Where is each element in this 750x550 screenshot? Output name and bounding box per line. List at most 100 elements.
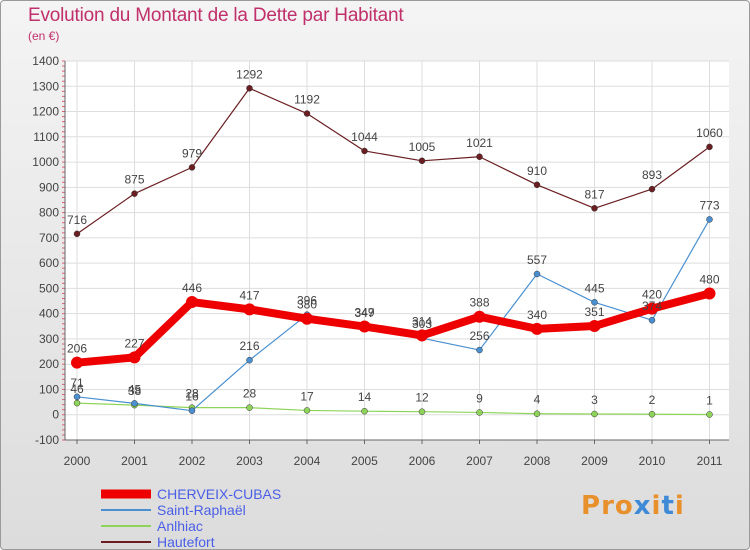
legend-label: Anlhiac [157,518,203,534]
logo-letter: x [633,491,652,521]
data-point-anlhiac [533,410,541,417]
data-label-saint-rapha-l: 374 [642,299,662,313]
plot-area [65,61,729,440]
data-label-hautefort: 875 [124,173,144,187]
logo-letter: i [674,491,685,521]
data-label-saint-rapha-l: 216 [239,339,259,353]
logo-letter: P [581,491,602,521]
data-label-hautefort: 817 [584,187,604,201]
legend-swatch [101,509,151,511]
data-label-anlhiac: 28 [185,387,199,401]
x-tick-label: 2007 [466,454,493,468]
data-label-cherveix-cubas: 380 [297,298,317,312]
x-tick-label: 2001 [121,454,148,468]
data-point-saint-rapha-l [648,316,656,324]
data-point-saint-rapha-l [476,346,483,354]
data-label-cherveix-cubas: 340 [527,308,547,322]
legend-label: CHERVEIX-CUBAS [157,486,282,502]
y-tick-label: 700 [39,231,59,245]
data-point-saint-rapha-l [246,356,253,364]
data-label-anlhiac: 12 [415,391,429,405]
x-tick-label: 2002 [179,454,206,468]
y-tick-label: 1200 [32,105,59,119]
data-label-saint-rapha-l: 71 [70,376,84,390]
data-label-saint-rapha-l: 45 [128,382,142,396]
data-point-saint-rapha-l [73,393,81,401]
data-point-hautefort [246,85,253,92]
data-point-hautefort [73,230,81,238]
logo-letter: t [661,491,675,521]
data-label-hautefort: 910 [527,164,547,178]
data-label-saint-rapha-l: 773 [699,198,719,212]
data-label-cherveix-cubas: 417 [239,288,259,302]
data-label-anlhiac: 1 [706,393,713,407]
legend-label: Hautefort [157,534,215,550]
data-point-anlhiac [73,399,81,407]
y-tick-label: 1300 [32,79,59,93]
data-point-anlhiac [591,410,598,418]
data-point-hautefort [131,190,138,197]
x-tick-label: 2006 [409,454,436,468]
data-label-cherveix-cubas: 446 [182,281,202,295]
y-tick-label: 400 [39,307,59,321]
data-point-saint-rapha-l [131,400,138,407]
data-label-cherveix-cubas: 388 [469,296,489,310]
data-label-hautefort: 716 [67,213,87,227]
x-tick-label: 2009 [581,454,608,468]
data-label-saint-rapha-l: 16 [185,390,199,404]
chart-title: Evolution du Montant de la Dette par Hab… [28,5,404,26]
x-tick-label: 2003 [236,454,263,468]
data-label-anlhiac: 3 [591,393,598,407]
data-point-hautefort [533,181,541,189]
data-label-cherveix-cubas: 349 [354,306,374,320]
data-point-saint-rapha-l [591,299,598,306]
data-point-cherveix-cubas [588,320,601,333]
x-tick-label: 2005 [351,454,378,468]
data-point-hautefort [188,164,196,171]
data-label-hautefort: 1021 [466,136,493,150]
data-point-anlhiac [246,404,253,411]
y-tick-label: 600 [39,256,59,270]
y-tick-label: 800 [39,206,59,220]
data-point-cherveix-cubas [301,312,313,325]
data-label-anlhiac: 2 [649,393,656,407]
legend-label: Saint-Raphaël [157,502,246,518]
y-tick-label: 900 [39,180,59,194]
data-point-cherveix-cubas [243,303,256,316]
data-label-cherveix-cubas: 351 [584,305,604,319]
x-tick-label: 2010 [639,454,666,468]
y-tick-label: 1100 [33,130,59,144]
data-label-cherveix-cubas: 227 [124,336,144,350]
data-point-cherveix-cubas [703,287,716,300]
legend-swatch [101,541,151,543]
data-label-hautefort: 1044 [351,130,378,144]
data-label-saint-rapha-l: 303 [412,317,432,331]
data-label-hautefort: 1005 [409,140,436,154]
data-point-anlhiac [418,408,426,415]
y-tick-label: -100 [35,433,59,447]
data-label-cherveix-cubas: 206 [67,342,87,356]
data-point-saint-rapha-l [533,270,541,278]
data-label-hautefort: 1192 [294,93,320,107]
x-tick-label: 2011 [697,454,723,468]
data-point-cherveix-cubas [71,356,83,369]
data-point-anlhiac [648,410,656,418]
legend-swatch [101,489,151,499]
data-point-cherveix-cubas [473,310,486,323]
data-label-anlhiac: 17 [300,389,314,403]
data-point-hautefort [706,143,713,151]
proxiti-logo: Proxiti [581,491,685,521]
data-label-anlhiac: 28 [243,387,257,401]
data-label-cherveix-cubas: 480 [699,272,719,286]
data-label-saint-rapha-l: 557 [527,253,547,267]
data-label-anlhiac: 4 [534,393,541,407]
data-label-saint-rapha-l: 396 [297,294,317,308]
data-label-anlhiac: 9 [476,391,483,405]
series-line-anlhiac [76,402,710,416]
data-label-anlhiac: 46 [70,382,84,396]
data-point-saint-rapha-l [706,216,713,223]
data-label-cherveix-cubas: 420 [642,288,662,302]
data-point-cherveix-cubas [646,302,658,315]
data-point-anlhiac [476,409,483,416]
